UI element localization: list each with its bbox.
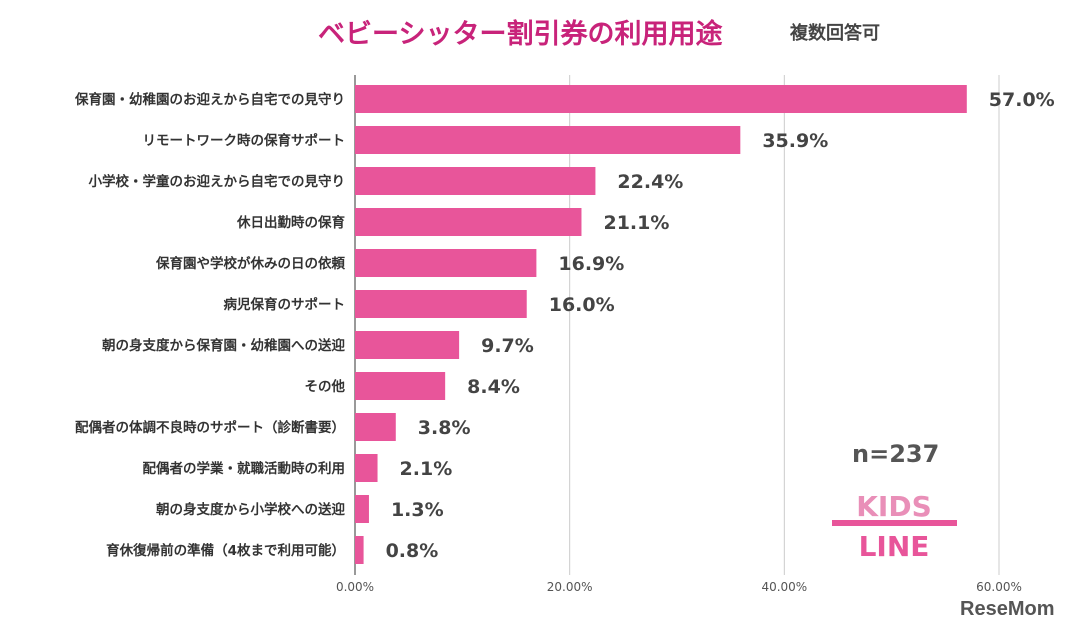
data-label: 22.4% — [617, 171, 683, 193]
resemom-watermark: ReseMom — [960, 598, 1055, 620]
data-label: 9.7% — [481, 335, 534, 357]
bar — [355, 85, 967, 113]
bar — [355, 290, 527, 318]
svg-text:LINE: LINE — [859, 530, 930, 562]
chart-title: ベビーシッター割引券の利用用途 — [318, 19, 723, 50]
category-label: その他 — [305, 378, 346, 395]
sample-size-annotation: n=237 — [852, 440, 940, 468]
category-label: 休日出勤時の保育 — [236, 214, 345, 231]
data-label: 1.3% — [391, 499, 444, 521]
x-tick-label: 40.00% — [761, 580, 807, 594]
category-label: 保育園や学校が休みの日の依頼 — [155, 255, 345, 272]
bar — [355, 372, 446, 400]
data-label: 2.1% — [400, 458, 453, 480]
data-label: 16.0% — [549, 294, 615, 316]
data-label: 16.9% — [558, 253, 624, 275]
bar — [355, 249, 537, 277]
data-label: 21.1% — [603, 212, 669, 234]
category-label: リモートワーク時の保育サポート — [143, 132, 346, 149]
bar — [355, 413, 396, 441]
category-label: 配偶者の体調不良時のサポート（診断書要） — [75, 419, 345, 436]
bar — [355, 126, 741, 154]
data-label: 8.4% — [467, 376, 520, 398]
bar — [355, 454, 378, 482]
svg-text:KIDS: KIDS — [856, 490, 932, 523]
x-tick-label: 20.00% — [547, 580, 593, 594]
category-label: 保育園・幼稚園のお迎えから自宅での見守り — [74, 91, 345, 108]
data-label: 3.8% — [418, 417, 471, 439]
chart-subtitle: 複数回答可 — [790, 23, 880, 44]
category-label: 配偶者の学業・就職活動時の利用 — [143, 460, 346, 477]
bar — [355, 167, 596, 195]
x-tick-label: 60.00% — [976, 580, 1022, 594]
category-label: 朝の身支度から小学校への送迎 — [156, 501, 345, 518]
kids-line-logo: KIDS LINE — [832, 490, 957, 562]
bar — [355, 536, 364, 564]
category-label: 育休復帰前の準備（4枚まで利用可能） — [106, 542, 345, 559]
category-label: 小学校・学童のお迎えから自宅での見守り — [89, 173, 346, 190]
bar — [355, 331, 460, 359]
data-label: 35.9% — [762, 130, 828, 152]
bar — [355, 495, 369, 523]
data-label: 0.8% — [386, 540, 439, 562]
bar — [355, 208, 582, 236]
data-label: 57.0% — [989, 89, 1055, 111]
category-label: 朝の身支度から保育園・幼稚園への送迎 — [102, 337, 345, 354]
x-tick-label: 0.00% — [336, 580, 374, 594]
category-label: 病児保育のサポート — [224, 296, 346, 313]
